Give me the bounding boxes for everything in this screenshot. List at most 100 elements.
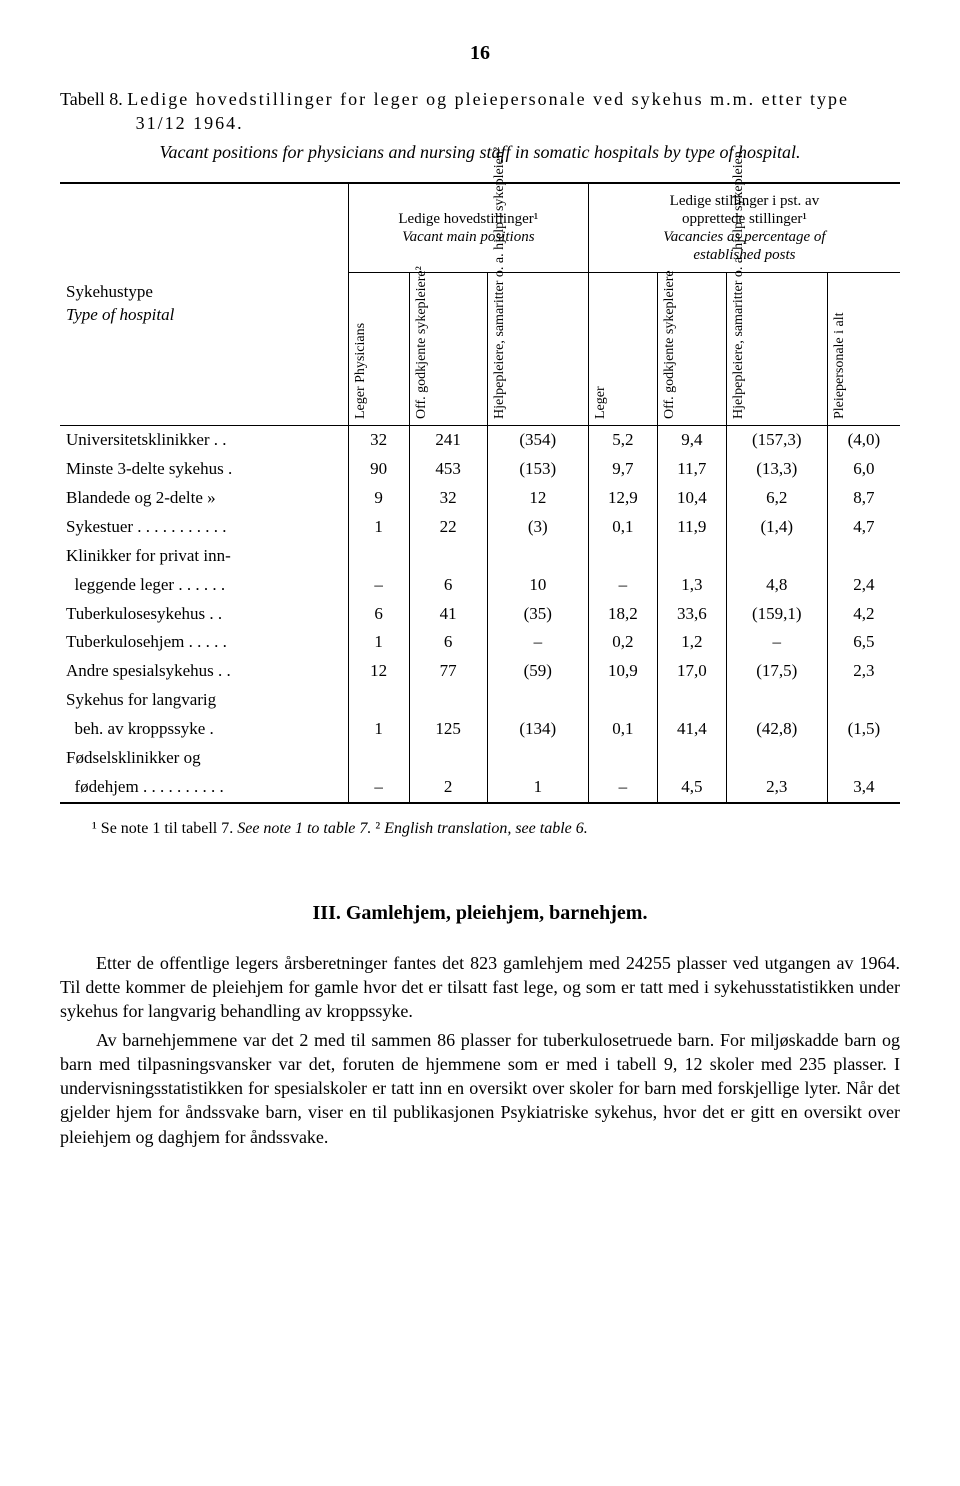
- footnote: ¹ Se note 1 til tabell 7. See note 1 to …: [60, 818, 900, 840]
- data-cell: 9,4: [657, 425, 726, 454]
- col-h4: Leger: [591, 275, 612, 423]
- data-cell: 1: [348, 715, 409, 744]
- data-cell: 12: [487, 484, 588, 513]
- data-cell: 41: [409, 600, 487, 629]
- data-cell: 1,3: [657, 571, 726, 600]
- table-row: leggende leger . . . . . .–610–1,34,82,4: [60, 571, 900, 600]
- data-cell: –: [588, 571, 657, 600]
- data-cell: 18,2: [588, 600, 657, 629]
- paragraph-2: Av barnehjemmene var det 2 med til samme…: [60, 1028, 900, 1149]
- row-label-cell: Tuberkulosesykehus . .: [60, 600, 348, 629]
- data-cell: 41,4: [657, 715, 726, 744]
- data-cell: [657, 686, 726, 715]
- table-row: Tuberkulosesykehus . .641(35)18,233,6(15…: [60, 600, 900, 629]
- table-row: Klinikker for privat inn-: [60, 542, 900, 571]
- col-h2: Off. godkjente sykepleiere²: [412, 275, 433, 423]
- table-row: Fødselsklinikker og: [60, 744, 900, 773]
- page-number: 16: [60, 40, 900, 67]
- data-cell: 12: [348, 657, 409, 686]
- data-cell: (134): [487, 715, 588, 744]
- data-cell: [726, 744, 827, 773]
- data-cell: 6: [348, 600, 409, 629]
- data-cell: 10,9: [588, 657, 657, 686]
- data-cell: (17,5): [726, 657, 827, 686]
- table-row: Andre spesialsykehus . .1277(59)10,917,0…: [60, 657, 900, 686]
- data-cell: 1,2: [657, 628, 726, 657]
- data-cell: [409, 744, 487, 773]
- data-cell: [409, 542, 487, 571]
- data-cell: [487, 542, 588, 571]
- table-row: fødehjem . . . . . . . . . .–21–4,52,33,…: [60, 773, 900, 803]
- data-cell: [827, 744, 900, 773]
- table-row: Minste 3-delte sykehus .90453(153)9,711,…: [60, 455, 900, 484]
- data-cell: 32: [348, 425, 409, 454]
- data-cell: [726, 686, 827, 715]
- data-cell: 1: [348, 628, 409, 657]
- data-cell: 1: [487, 773, 588, 803]
- data-cell: 11,7: [657, 455, 726, 484]
- data-cell: 6: [409, 628, 487, 657]
- col-h3: Hjelpepleiere, samaritter o. a. hjelp i …: [490, 275, 511, 423]
- table-row: Sykestuer . . . . . . . . . . .122(3)0,1…: [60, 513, 900, 542]
- data-cell: (159,1): [726, 600, 827, 629]
- data-cell: –: [588, 773, 657, 803]
- data-cell: 0,1: [588, 715, 657, 744]
- row-label-cell: Tuberkulosehjem . . . . .: [60, 628, 348, 657]
- data-cell: 1: [348, 513, 409, 542]
- data-cell: 17,0: [657, 657, 726, 686]
- data-cell: 22: [409, 513, 487, 542]
- data-cell: [827, 542, 900, 571]
- data-table: SykehustypeType of hospital Ledige hoved…: [60, 182, 900, 804]
- data-cell: 6,0: [827, 455, 900, 484]
- data-cell: 11,9: [657, 513, 726, 542]
- data-cell: –: [348, 773, 409, 803]
- data-cell: 10,4: [657, 484, 726, 513]
- data-cell: 0,2: [588, 628, 657, 657]
- data-cell: 77: [409, 657, 487, 686]
- data-cell: 9: [348, 484, 409, 513]
- row-label-cell: Sykestuer . . . . . . . . . . .: [60, 513, 348, 542]
- data-cell: [588, 744, 657, 773]
- data-cell: [827, 686, 900, 715]
- row-label-cell: Klinikker for privat inn-: [60, 542, 348, 571]
- data-cell: 125: [409, 715, 487, 744]
- data-cell: 32: [409, 484, 487, 513]
- data-cell: (1,5): [827, 715, 900, 744]
- data-cell: (354): [487, 425, 588, 454]
- data-cell: [657, 744, 726, 773]
- row-group-label-2: Type of hospital: [66, 305, 174, 324]
- data-cell: [348, 686, 409, 715]
- data-cell: (13,3): [726, 455, 827, 484]
- row-label-cell: beh. av kroppssyke .: [60, 715, 348, 744]
- col-h7: Pleiepersonale i alt: [830, 275, 851, 423]
- data-cell: (1,4): [726, 513, 827, 542]
- data-cell: (4,0): [827, 425, 900, 454]
- data-cell: 90: [348, 455, 409, 484]
- row-label-cell: Minste 3-delte sykehus .: [60, 455, 348, 484]
- data-cell: [487, 686, 588, 715]
- row-label-cell: leggende leger . . . . . .: [60, 571, 348, 600]
- table-row: Tuberkulosehjem . . . . .16–0,21,2–6,5: [60, 628, 900, 657]
- data-cell: (153): [487, 455, 588, 484]
- table-row: Blandede og 2-delte »9321212,910,46,28,7: [60, 484, 900, 513]
- row-label-cell: Fødselsklinikker og: [60, 744, 348, 773]
- section-title: III. Gamlehjem, pleiehjem, barnehjem.: [60, 900, 900, 927]
- data-cell: 4,5: [657, 773, 726, 803]
- data-cell: 2,3: [726, 773, 827, 803]
- data-cell: 33,6: [657, 600, 726, 629]
- data-cell: –: [348, 571, 409, 600]
- hg1-l2: Vacant main positions: [353, 228, 584, 246]
- data-cell: 4,8: [726, 571, 827, 600]
- table-label: Tabell 8.: [60, 89, 127, 109]
- table-subtitle: Vacant positions for physicians and nurs…: [60, 140, 900, 164]
- table-title-text: Ledige hovedstillinger for leger og plei…: [127, 89, 849, 133]
- data-cell: (3): [487, 513, 588, 542]
- data-cell: 4,2: [827, 600, 900, 629]
- row-group-label: SykehustypeType of hospital: [66, 281, 342, 327]
- row-label-cell: Blandede og 2-delte »: [60, 484, 348, 513]
- col-h6: Hjelpepleiere, samaritter o. a. hjelp i …: [729, 275, 750, 423]
- row-label-cell: fødehjem . . . . . . . . . .: [60, 773, 348, 803]
- data-cell: [409, 686, 487, 715]
- footnote-text: ¹ Se note 1 til tabell 7. See note 1 to …: [92, 820, 588, 837]
- data-cell: 10: [487, 571, 588, 600]
